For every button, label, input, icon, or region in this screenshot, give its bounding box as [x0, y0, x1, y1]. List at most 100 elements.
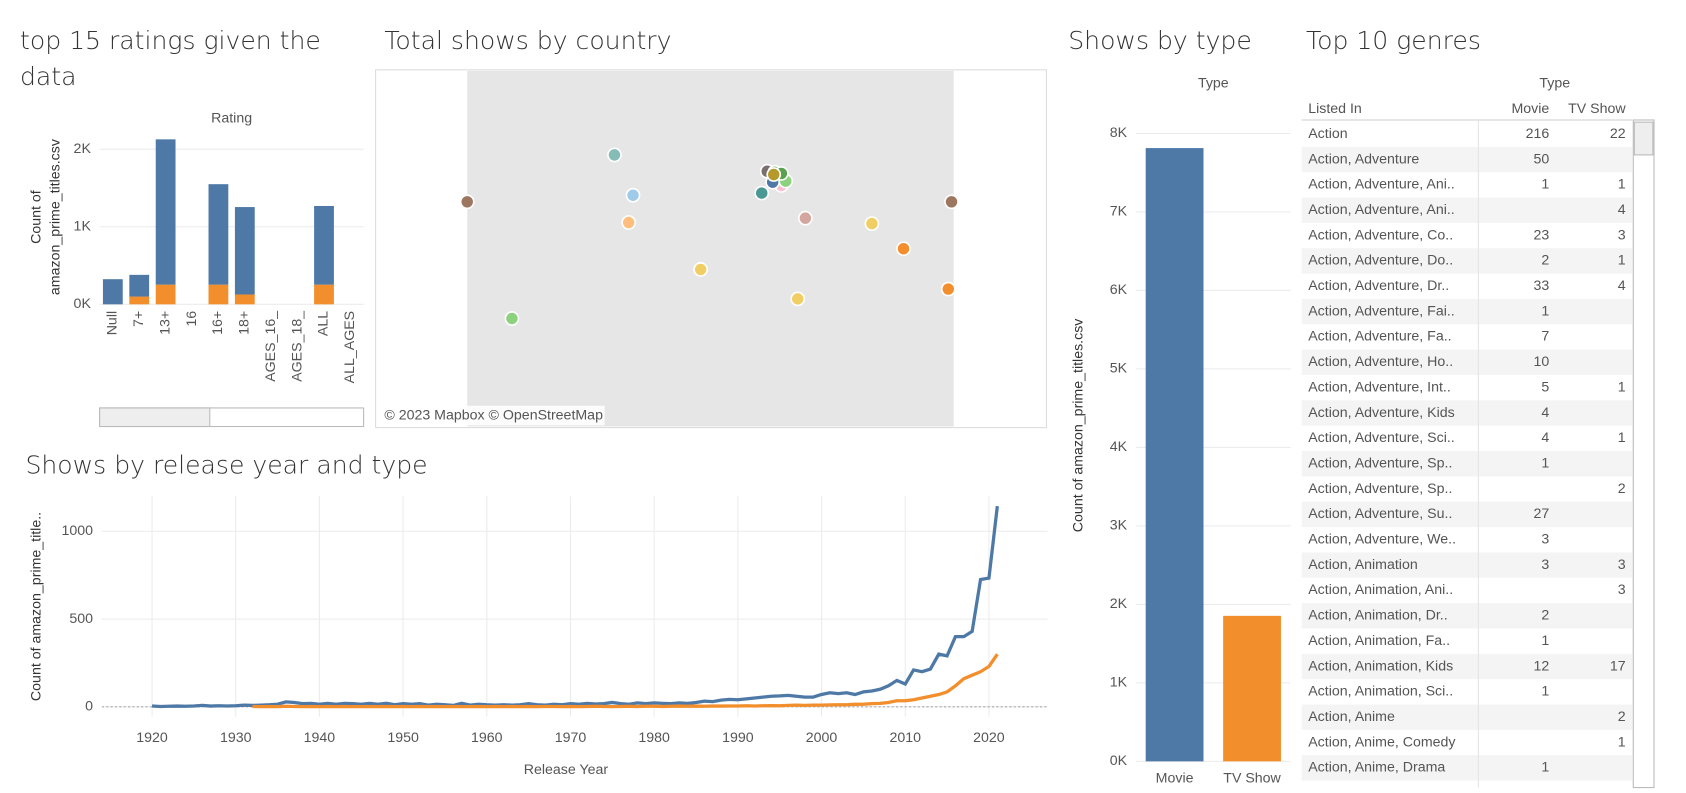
- table-scrollbar-thumb[interactable]: [1633, 121, 1654, 156]
- table-cell: 23: [1534, 227, 1550, 243]
- bar-segment: [234, 294, 255, 305]
- table-cell: 1: [1541, 455, 1549, 471]
- table-cell: 1: [1618, 253, 1626, 269]
- row-band: [1301, 197, 1633, 223]
- table-cell: 1: [1618, 734, 1626, 750]
- x-tick-label: 1990: [722, 730, 754, 746]
- bar-segment: [314, 284, 334, 305]
- table-cell: Action, Adventure, Ani..: [1308, 202, 1455, 218]
- table-cell: Action, Adventure, Int..: [1308, 379, 1451, 395]
- country-dot: [625, 187, 641, 203]
- y-tick-label: 3K: [1110, 518, 1128, 534]
- table-cell: 27: [1534, 506, 1550, 522]
- map-dots: [459, 147, 959, 326]
- country-dot: [693, 262, 709, 277]
- table-cell: 2: [1541, 253, 1549, 269]
- x-tick-label: 1960: [471, 730, 503, 746]
- table-cell: 1: [1618, 177, 1626, 193]
- row-band: [1301, 653, 1633, 680]
- table-cell: 1: [1541, 177, 1549, 193]
- table-cell: Action, Anime, Drama: [1308, 760, 1445, 776]
- map-attribution: © 2023 Mapbox © OpenStreetMap: [384, 407, 603, 423]
- table-cell: Action, Adventure, Sci..: [1308, 430, 1455, 446]
- y-axis-label: Count of amazon_prime_titles.csv: [27, 139, 63, 296]
- table-cell: Action, Animation: [1308, 557, 1418, 573]
- table-cell: Action, Adventure, Fai..: [1308, 303, 1455, 319]
- country-dot: [766, 167, 782, 182]
- y-tick-label: 0: [85, 699, 93, 715]
- bar-segment: [129, 274, 150, 297]
- table-cell: 17: [1610, 658, 1626, 674]
- chart-title-box: Total shows by country: [384, 27, 671, 55]
- bar-segment: [129, 296, 150, 305]
- table-cell: 33: [1534, 278, 1550, 294]
- y-tick-label: 7K: [1110, 204, 1128, 220]
- table-cell: 216: [1526, 126, 1550, 142]
- table-cell: 2: [1618, 481, 1626, 497]
- column-header: Type: [1198, 76, 1229, 92]
- x-tick-label: ALL_AGES: [342, 311, 358, 383]
- table-cell: Action, Adventure: [1308, 151, 1419, 167]
- x-tick-label: 2010: [889, 730, 921, 746]
- table-cell: Action, Animation, Kids: [1308, 658, 1453, 674]
- y-tick-label: 1000: [62, 523, 94, 539]
- table-cell: Action, Adventure, Ani..: [1308, 177, 1455, 193]
- x-tick-label: 1930: [220, 730, 252, 746]
- chart-title-box: Shows by release year and type: [25, 452, 427, 480]
- table-cell: 4: [1541, 405, 1549, 421]
- x-tick-label: AGES_18_: [289, 310, 305, 382]
- table-cell: 22: [1610, 126, 1626, 142]
- table-cell: Action, Adventure, Su..: [1308, 506, 1452, 522]
- attribution-bg: [377, 405, 605, 426]
- table-cell: 50: [1534, 151, 1550, 167]
- x-tick-label: 18+: [237, 311, 253, 335]
- x-tick-label: 1920: [136, 730, 168, 746]
- x-tick-label: 7+: [131, 311, 147, 327]
- row-band: [1301, 755, 1633, 781]
- table-cell: 7: [1541, 329, 1549, 345]
- table-cell: 1: [1541, 760, 1549, 776]
- x-tick-label: 2020: [973, 730, 1005, 746]
- table-cell: 3: [1618, 557, 1626, 573]
- bar-segment: [208, 184, 229, 285]
- x-tick-label: TV Show: [1223, 771, 1281, 787]
- bar-segment: [102, 279, 123, 305]
- country-dot: [621, 215, 637, 230]
- bar: [1223, 615, 1281, 762]
- row-band: [1301, 704, 1633, 730]
- row-band: [1301, 400, 1633, 426]
- chart-title: top 15 ratings given the data: [20, 27, 321, 92]
- table-cell: 3: [1618, 227, 1626, 243]
- x-tick-label: Null: [105, 311, 121, 335]
- table-cell: 10: [1534, 354, 1550, 370]
- table-cell: Action, Adventure, Fa..: [1308, 329, 1451, 345]
- table-cell: Action, Adventure, Sp..: [1308, 455, 1452, 471]
- x-tick-label: 16+: [210, 311, 226, 335]
- table-column-header: Movie: [1511, 101, 1549, 117]
- table-cell: 1: [1541, 633, 1549, 649]
- x-tick-label: 13+: [157, 311, 173, 335]
- y-axis-label: Count of amazon_prime_title..: [27, 511, 45, 702]
- table-cell: 3: [1618, 582, 1626, 598]
- y-tick-label: 0K: [1110, 753, 1128, 769]
- scrollbar-thumb[interactable]: [99, 407, 211, 428]
- y-axis-label-box: Count of amazon_prime_titles.csv: [1069, 319, 1085, 533]
- y-tick-label: 2K: [74, 141, 92, 157]
- bar-segment: [155, 284, 176, 305]
- bar-segment: [234, 207, 255, 295]
- x-tick-label: 1980: [638, 730, 670, 746]
- y-tick-label: 1K: [74, 219, 92, 235]
- country-dot: [944, 194, 959, 210]
- line-series: [151, 505, 999, 709]
- y-tick-label: 5K: [1110, 361, 1128, 377]
- table-cell: Action: [1308, 126, 1347, 142]
- y-axis-label-box: Count of amazon_prime_title..: [27, 511, 45, 702]
- y-tick-label: 0K: [74, 296, 92, 312]
- table-cell: 1: [1541, 303, 1549, 319]
- table-scrollbar[interactable]: [1632, 119, 1655, 789]
- y-tick-label: 8K: [1110, 125, 1128, 141]
- y-tick-label: 500: [69, 611, 93, 627]
- bar: [1145, 148, 1204, 762]
- row-band: [1301, 146, 1633, 173]
